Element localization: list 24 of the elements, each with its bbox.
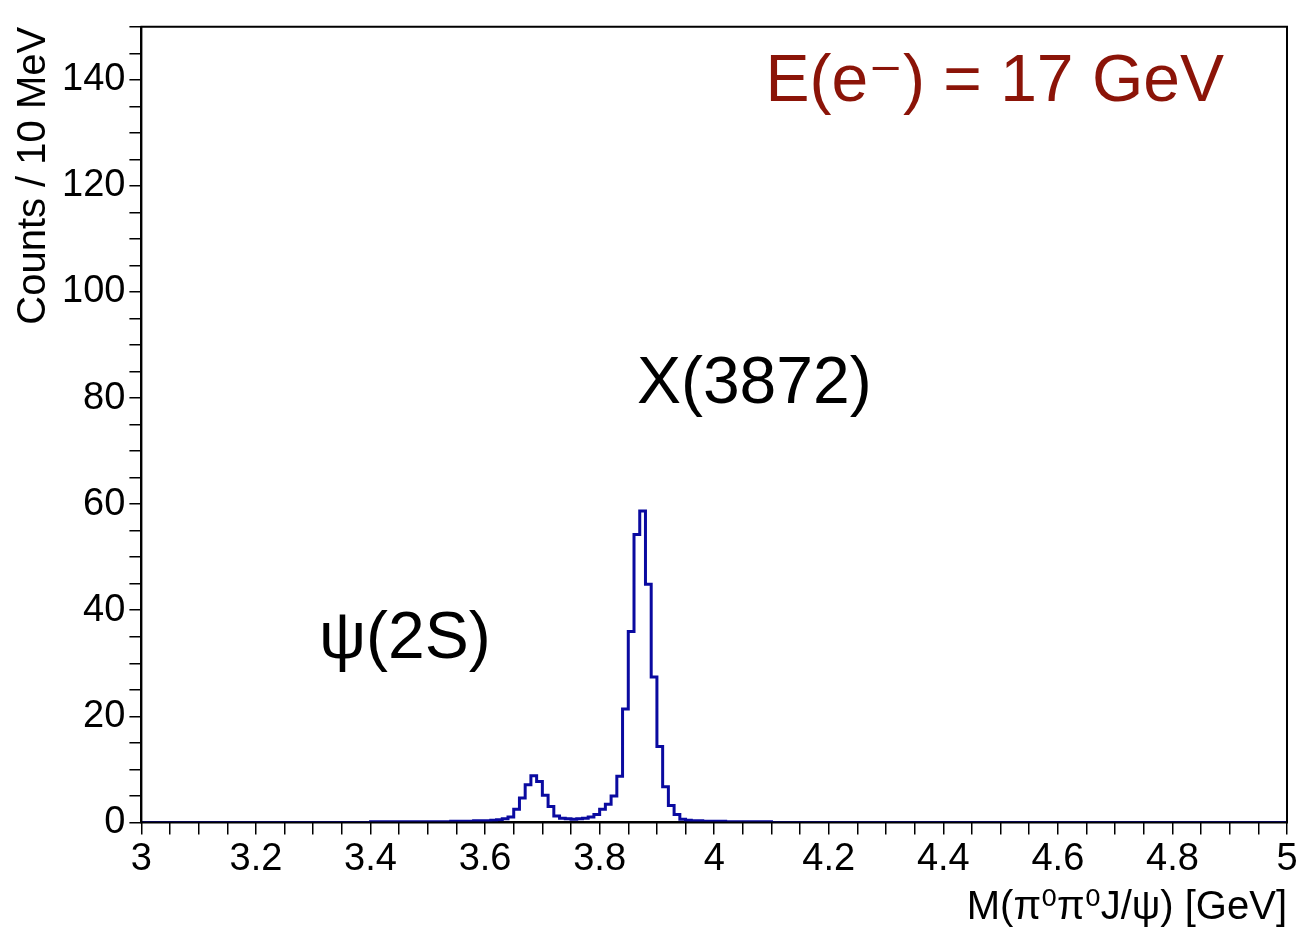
x-tick-label: 4 — [703, 835, 725, 878]
x-tick-label: 4.6 — [1031, 835, 1085, 878]
annotation: X(3872) — [636, 343, 872, 418]
y-tick-label: 140 — [62, 56, 126, 99]
x-tick-label: 4.4 — [916, 835, 970, 878]
y-tick-label: 100 — [62, 268, 126, 311]
y-axis-title: Counts / 10 MeV — [9, 26, 54, 325]
annotation: E(e⁻) = 17 GeV — [765, 40, 1224, 115]
annotation: ψ(2S) — [319, 597, 491, 672]
x-tick-label: 5 — [1276, 835, 1298, 878]
x-tick-label: 3 — [130, 835, 152, 878]
y-tick-label: 120 — [62, 162, 126, 205]
x-tick-label: 4.2 — [802, 835, 856, 878]
x-tick-label: 3.6 — [458, 835, 512, 878]
y-tick-label: 0 — [104, 798, 126, 841]
y-tick-label: 40 — [83, 586, 126, 629]
y-tick-label: 60 — [83, 480, 126, 523]
x-tick-label: 3.2 — [229, 835, 283, 878]
x-tick-label: 4.8 — [1146, 835, 1199, 878]
x-tick-label: 3.4 — [344, 835, 397, 878]
x-axis-title: M(π⁰π⁰J/ψ) [GeV] — [966, 883, 1287, 928]
x-tick-label: 3.8 — [573, 835, 627, 878]
y-tick-label: 20 — [83, 692, 126, 735]
y-tick-label: 80 — [83, 374, 126, 417]
